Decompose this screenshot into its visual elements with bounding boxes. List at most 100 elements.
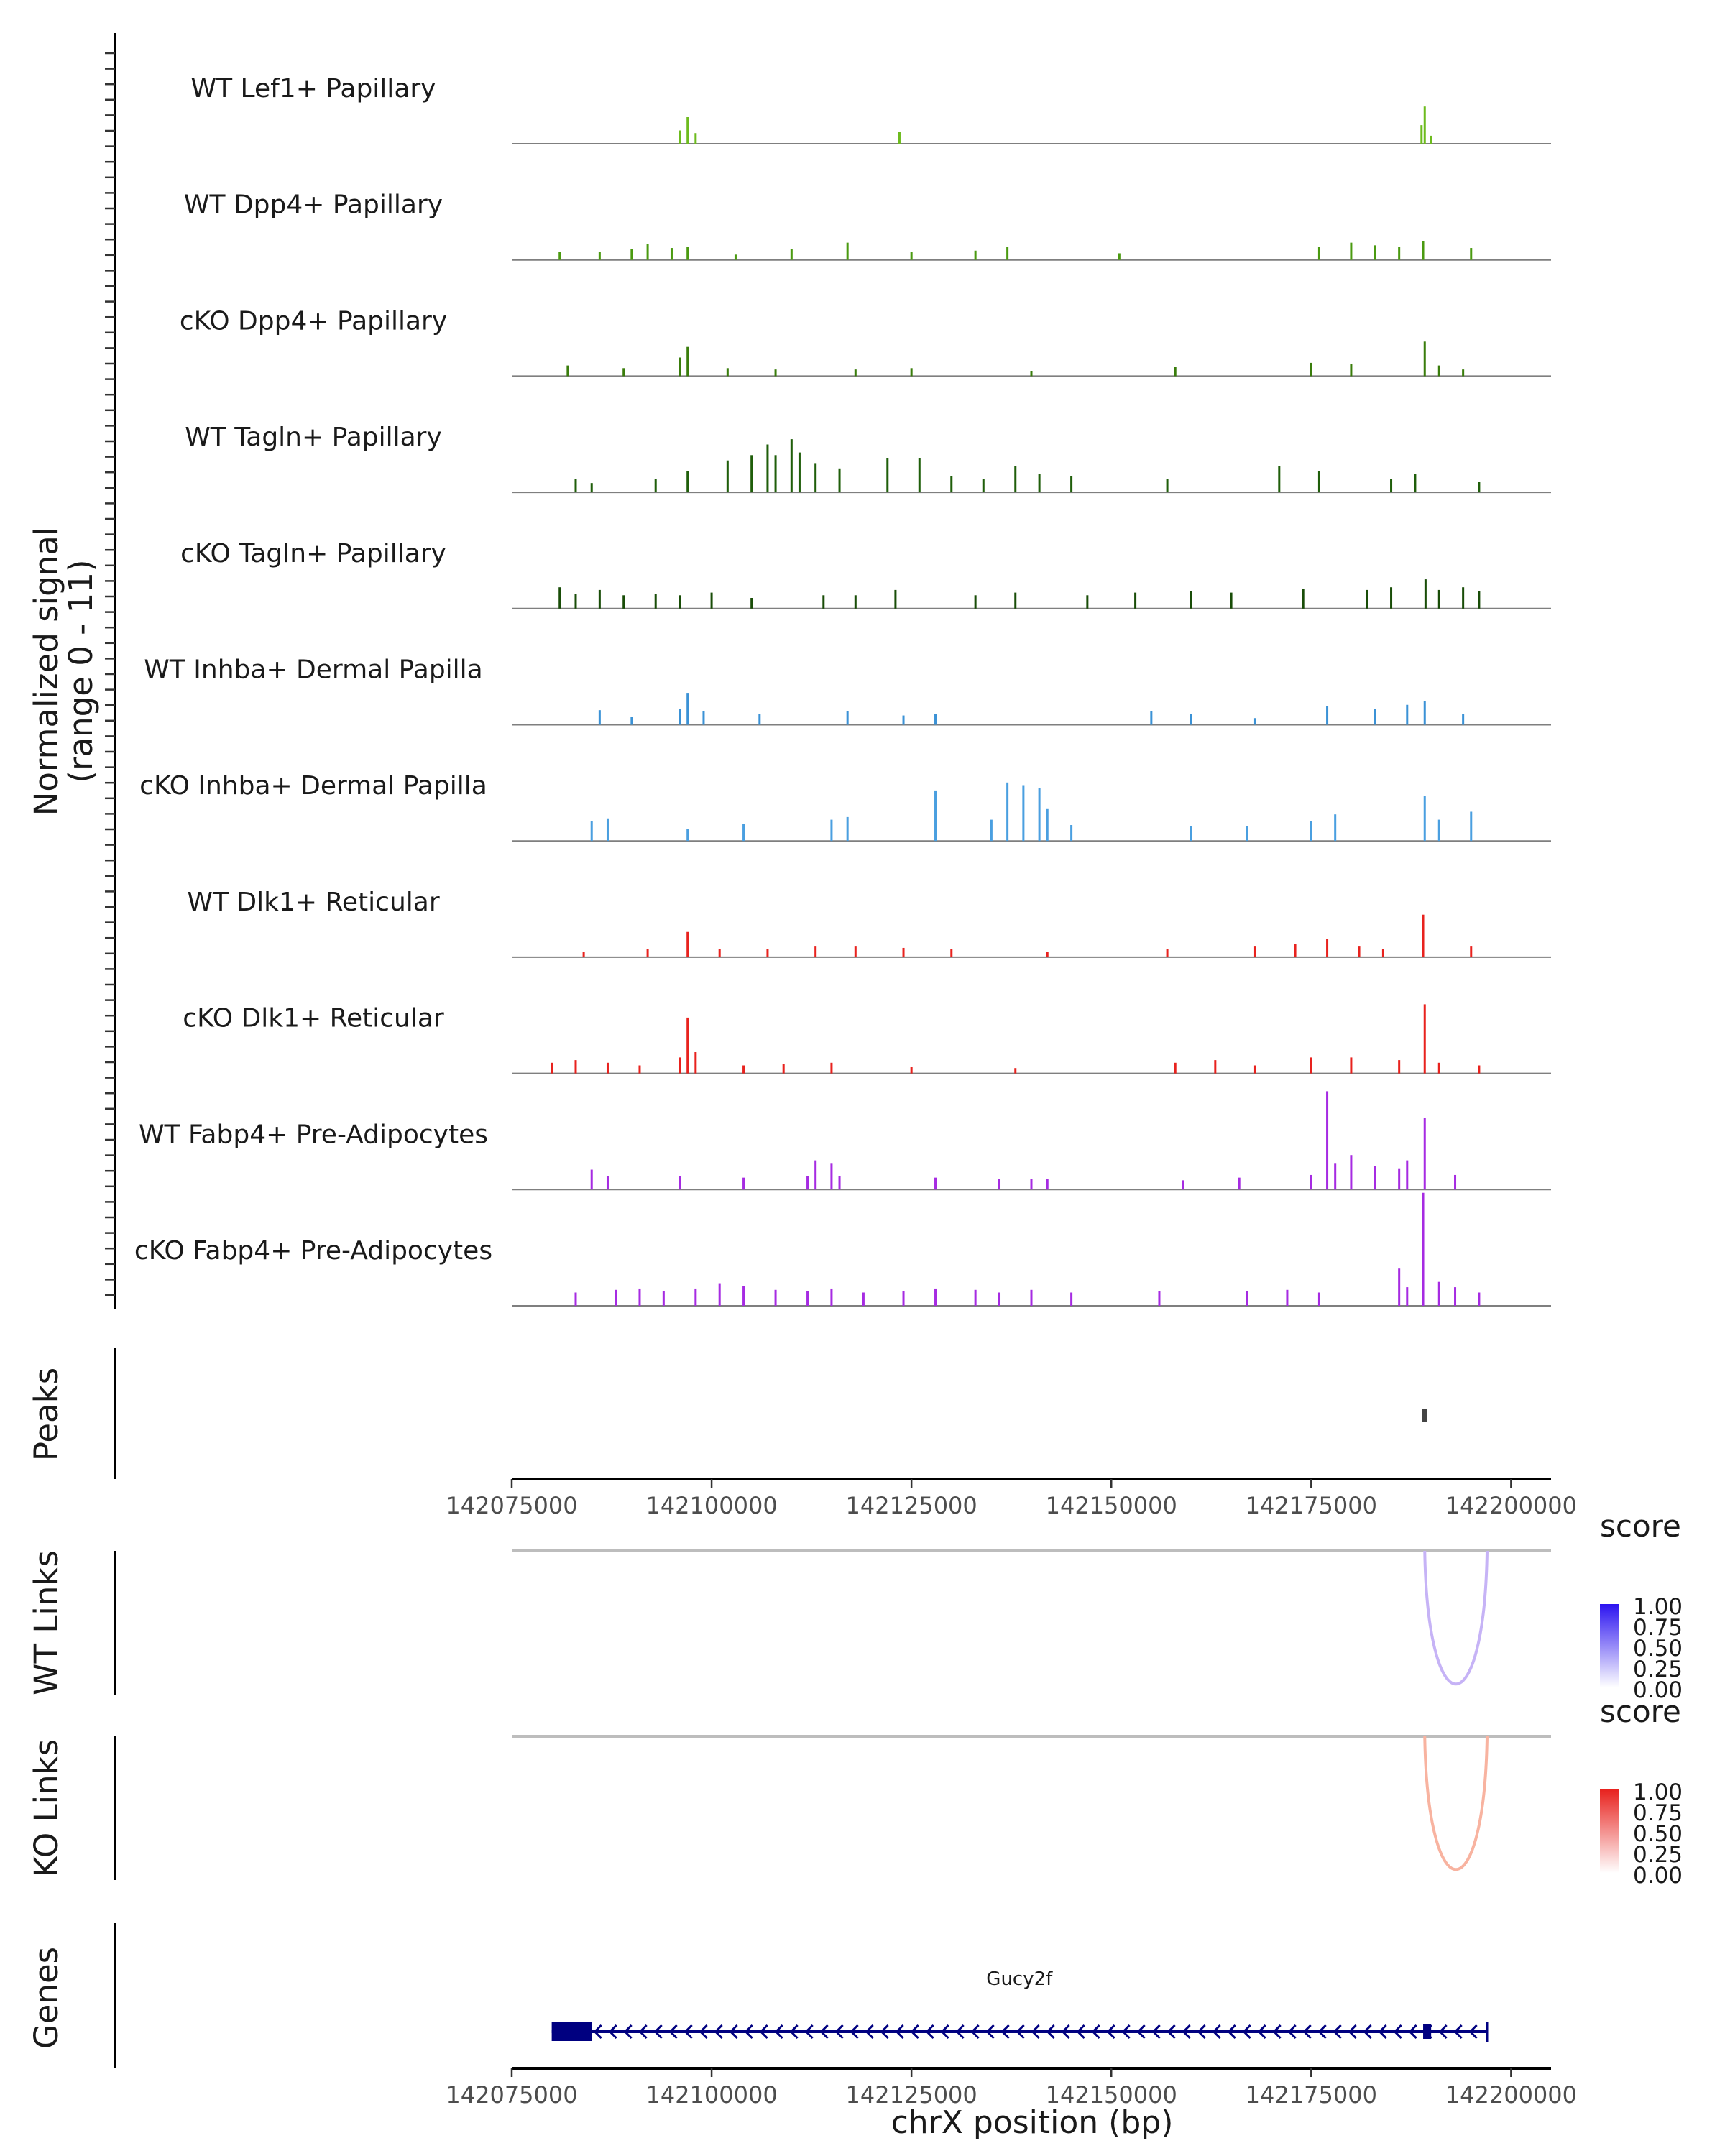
strand-arrow [1257, 2024, 1266, 2040]
coverage-y-range-label: (range 0 - 11) [62, 559, 100, 783]
coverage-bar [606, 1176, 609, 1190]
coverage-bar [1190, 591, 1192, 609]
coverage-bar [1174, 367, 1177, 377]
coverage-bar [1454, 1174, 1457, 1190]
coverage-bar [1438, 1062, 1440, 1074]
coverage-bar [622, 368, 625, 377]
coverage-bar [750, 598, 753, 609]
coverage-bar [1398, 1168, 1401, 1190]
coverage-bar [615, 1289, 617, 1306]
coverage-bar [702, 711, 705, 725]
coverage-bar [1254, 718, 1256, 725]
coverage-bar [1022, 785, 1025, 842]
track-label: cKO Dlk1+ Reticular [183, 1004, 444, 1033]
strand-arrow [608, 2024, 617, 2040]
coverage-bar [886, 458, 889, 493]
coverage-bar [1374, 245, 1376, 260]
coverage-bar [814, 463, 817, 493]
coverage-bar [742, 1177, 745, 1190]
coverage-bar [1478, 1065, 1481, 1074]
track-label: WT Dlk1+ Reticular [187, 888, 439, 917]
coverage-bar [574, 594, 577, 609]
x-tick-label: 142175000 [1246, 1492, 1377, 1519]
coverage-bar [862, 1292, 865, 1306]
coverage-bar [934, 1288, 937, 1306]
coverage-bar [1310, 1174, 1312, 1190]
coverage-bar [902, 1291, 905, 1306]
links-label: WT Links [27, 1550, 65, 1695]
strand-arrow [880, 2024, 889, 2040]
x-axis-title: chrX position (bp) [891, 2104, 1174, 2141]
coverage-bar [1366, 589, 1368, 609]
x-tick-label: 142075000 [446, 2081, 577, 2109]
coverage-bar [1374, 709, 1376, 725]
coverage-bar [934, 790, 937, 842]
coverage-bar [686, 247, 689, 260]
coverage-y-label: Normalized signal [27, 527, 65, 816]
strand-arrow [1438, 2024, 1448, 2040]
coverage-bar [806, 1291, 809, 1306]
coverage-bar [646, 244, 649, 260]
strand-arrow [1106, 2024, 1116, 2040]
strand-arrow [1061, 2024, 1070, 2040]
coverage-bar [686, 931, 689, 957]
link-arc [1423, 1736, 1489, 1871]
strand-arrow [1287, 2024, 1297, 2040]
coverage-track: WT Fabp4+ Pre-Adipocytes [139, 1091, 1551, 1191]
coverage-track: cKO Inhba+ Dermal Papilla [139, 771, 1551, 842]
track-label: cKO Tagln+ Papillary [180, 539, 446, 568]
coverage-track: WT Tagln+ Papillary [185, 423, 1551, 494]
links-panel: KO Links score 1.000.750.500.250.00 [27, 1694, 1683, 1889]
x-tick-label: 142175000 [1246, 2081, 1377, 2109]
strand-arrow [789, 2024, 799, 2040]
coverage-bar [1438, 819, 1440, 842]
coverage-bar [1038, 788, 1041, 842]
legend-tick-label: 0.25 [1633, 1657, 1683, 1682]
genes-label: Genes [27, 1947, 65, 2049]
x-axis-upper: 142075000 142100000 142125000 142150000 1421… [446, 1478, 1577, 1519]
coverage-bar [846, 242, 849, 260]
coverage-bar [1238, 1177, 1241, 1190]
coverage-bar [598, 589, 601, 609]
strand-arrow [1242, 2024, 1251, 2040]
coverage-bar [1150, 711, 1153, 725]
coverage-bar [1326, 706, 1329, 725]
coverage-bar [758, 714, 761, 725]
gene-name: Gucy2f [986, 1968, 1053, 1990]
coverage-track: WT Lef1+ Papillary [191, 74, 1551, 144]
coverage-bar [742, 1065, 745, 1074]
coverage-tracks: WT Lef1+ Papillary WT Dpp4+ Papillary cKO … [134, 74, 1551, 1307]
strand-arrow [970, 2024, 980, 2040]
strand-arrow [1167, 2024, 1176, 2040]
coverage-bar [1398, 1060, 1401, 1074]
coverage-bar [830, 1062, 833, 1074]
x-tick-label: 142200000 [1445, 2081, 1577, 2109]
x-tick-label: 142150000 [1046, 1492, 1177, 1519]
coverage-bar [1070, 1292, 1073, 1306]
coverage-bar [1422, 1192, 1425, 1306]
strand-arrow [714, 2024, 723, 2040]
coverage-bar [1423, 106, 1426, 144]
coverage-bar [1174, 1062, 1177, 1074]
x-tick-label: 142200000 [1445, 1492, 1577, 1519]
coverage-bar [718, 949, 721, 957]
coverage-bar [1326, 1091, 1329, 1190]
coverage-y-ticks [105, 52, 115, 1296]
coverage-bar [1478, 482, 1481, 493]
coverage-bar [830, 1288, 833, 1306]
coverage-bar [678, 130, 681, 144]
coverage-bar [1334, 1163, 1337, 1190]
coverage-bar [1302, 589, 1305, 609]
strand-arrow [910, 2024, 919, 2040]
coverage-bar [1374, 1166, 1376, 1190]
coverage-bar [1438, 589, 1440, 609]
coverage-bar [1190, 714, 1192, 725]
coverage-bar [766, 444, 769, 493]
coverage-bar [1310, 1057, 1312, 1074]
strand-arrow [1272, 2024, 1282, 2040]
coverage-bar [934, 1177, 937, 1190]
legend-title: score [1600, 1694, 1681, 1729]
coverage-bar [838, 468, 841, 493]
coverage-bar [654, 479, 657, 493]
coverage-bar [998, 1179, 1001, 1190]
